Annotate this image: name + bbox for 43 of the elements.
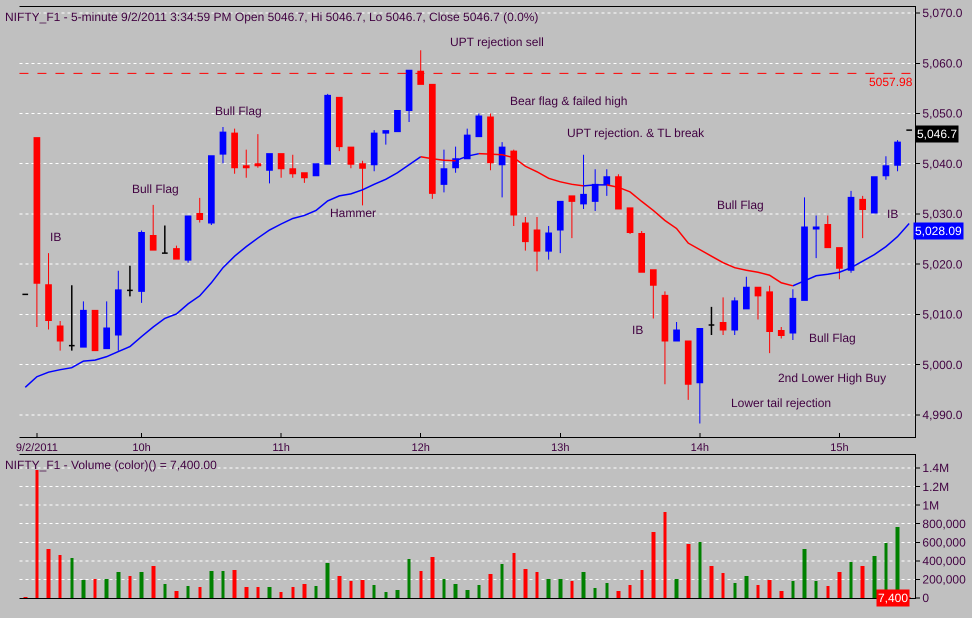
y-tick-label: 800,000	[922, 516, 966, 531]
y-tick-label: 1.4M	[922, 461, 950, 476]
annotation: Bear flag & failed high	[510, 94, 628, 108]
x-tick-label: 11h	[272, 442, 290, 454]
annotation: UPT rejection sell	[450, 35, 544, 49]
x-tick-label: 14h	[690, 442, 710, 454]
y-tick-label: 5,070.0	[922, 6, 963, 20]
x-tick-label: 15h	[830, 442, 849, 454]
y-tick-label: 200,000	[922, 572, 966, 587]
text: 5,046.7	[917, 127, 958, 141]
annotation: Bull Flag	[717, 198, 764, 212]
y-tick-label: 5,000.0	[922, 358, 963, 372]
y-tick-label: 5,020.0	[922, 257, 963, 272]
annotation: 5,028.09	[915, 224, 962, 238]
annotation: Bull Flag	[215, 104, 262, 118]
annotation: 7,400	[878, 591, 908, 605]
annotation: Bull Flag	[132, 182, 179, 196]
annotation: IB	[887, 207, 898, 221]
x-tick-label: 10h	[132, 442, 151, 454]
annotation: UPT rejection. & TL break	[567, 126, 706, 140]
chart-title: NIFTY_F1 - Volume (color)() = 7,400.00	[5, 458, 218, 472]
y-tick-label: 4,990.0	[922, 408, 963, 422]
chart-title: NIFTY_F1 - 5-minute 9/2/2011 3:34:59 PM Open 5046.7, Hi 5046.7, Lo 5046.7, Close 5046.7 (0.0%)	[5, 10, 538, 24]
y-tick-label: 5,040.0	[922, 156, 963, 171]
annotation: Bull Flag	[809, 331, 856, 345]
y-tick-label: 0	[922, 591, 930, 606]
y-tick-label: 400,000	[922, 554, 966, 568]
y-tick-label: 1M	[922, 498, 940, 512]
x-tick-label: 13h	[551, 442, 570, 454]
annotation: Lower tail rejection	[731, 396, 832, 410]
annotation: Hammer	[330, 206, 376, 220]
x-tick-label: 9/2/2011	[16, 442, 58, 454]
annotation: IB	[50, 230, 62, 244]
x-tick-label: 12h	[412, 442, 430, 454]
annotation: 2nd Lower High Buy	[778, 371, 886, 385]
y-tick-label: 5,030.0	[922, 207, 963, 222]
y-tick-label: 1.2M	[922, 480, 950, 494]
y-tick-label: 5,060.0	[922, 56, 963, 70]
annotation: IB	[632, 323, 644, 337]
ref-line-label: 5057.98	[869, 75, 913, 89]
y-tick-label: 600,000	[922, 535, 966, 550]
y-tick-label: 5,010.0	[922, 308, 963, 322]
y-tick-label: 5,050.0	[922, 106, 963, 121]
